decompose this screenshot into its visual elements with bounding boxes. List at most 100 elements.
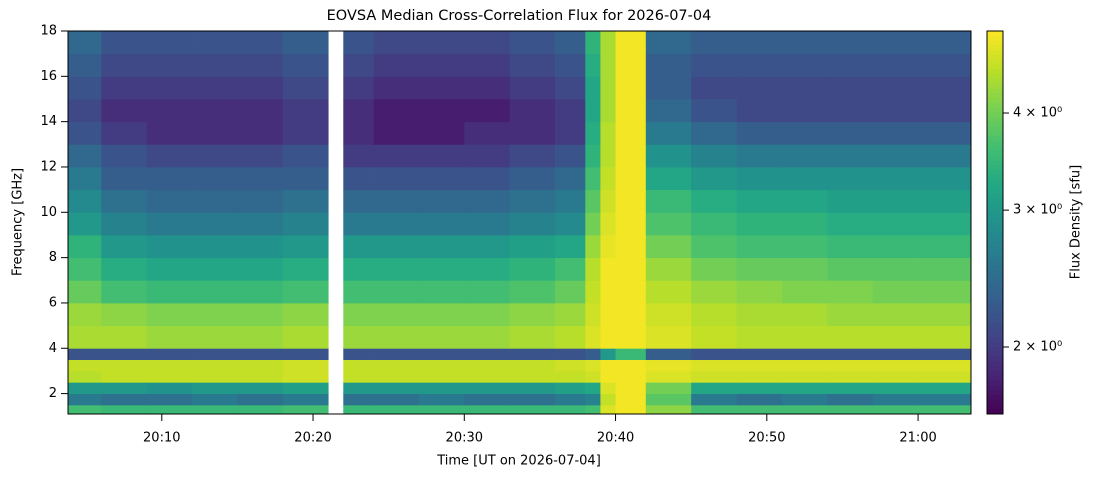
cell xyxy=(691,212,737,236)
cell xyxy=(418,325,465,349)
cell xyxy=(918,382,972,395)
cell xyxy=(691,404,737,415)
cell xyxy=(691,370,737,383)
colorbar-swatch xyxy=(987,188,1003,195)
colorbar-swatch xyxy=(987,212,1003,219)
cell xyxy=(736,121,783,145)
cell xyxy=(872,359,919,372)
cell xyxy=(146,98,193,123)
cell xyxy=(781,53,828,77)
cell xyxy=(918,121,972,145)
cell xyxy=(237,382,284,395)
cell xyxy=(343,98,374,123)
colorbar-swatch xyxy=(987,399,1003,405)
cell xyxy=(645,393,692,406)
cell xyxy=(101,31,148,55)
cell xyxy=(282,382,329,395)
cell xyxy=(146,280,193,304)
cell xyxy=(68,76,102,100)
cell xyxy=(343,257,374,281)
cell xyxy=(781,280,828,304)
cell xyxy=(418,121,465,145)
cell xyxy=(781,31,828,55)
cell xyxy=(343,348,374,361)
colorbar-swatch xyxy=(987,375,1003,381)
colorbar-swatch xyxy=(987,313,1003,319)
cell xyxy=(827,302,874,327)
cell xyxy=(464,302,511,327)
cell xyxy=(192,212,238,236)
cell xyxy=(101,166,148,191)
cell xyxy=(615,393,647,406)
cell xyxy=(192,382,238,395)
colorbar-swatch xyxy=(987,279,1003,286)
cell xyxy=(282,404,329,415)
cell xyxy=(343,31,374,55)
cell xyxy=(781,76,828,100)
colorbar-swatch xyxy=(987,35,1003,42)
cell xyxy=(736,144,783,168)
cell xyxy=(585,166,601,191)
cell xyxy=(282,234,329,259)
cell xyxy=(872,144,919,168)
cell xyxy=(146,234,193,259)
colorbar-tick-label: 4 × 10⁰ xyxy=(1013,106,1062,121)
cell xyxy=(600,121,616,145)
cell xyxy=(736,370,783,383)
cell xyxy=(418,370,465,383)
cell xyxy=(509,382,556,395)
cell xyxy=(509,257,556,281)
y-tick-label: 14 xyxy=(40,114,57,129)
cell xyxy=(585,53,601,77)
cell xyxy=(691,76,737,100)
cell xyxy=(691,280,737,304)
cell xyxy=(282,166,329,191)
cell xyxy=(691,382,737,395)
colorbar-swatch xyxy=(987,141,1003,147)
cell xyxy=(827,257,874,281)
cell xyxy=(237,166,284,191)
cell xyxy=(827,31,874,55)
colorbar-swatch xyxy=(987,370,1003,377)
cell xyxy=(237,212,284,236)
cell xyxy=(146,31,193,55)
cell xyxy=(237,302,284,327)
cell xyxy=(645,234,692,259)
cell xyxy=(827,53,874,77)
cell xyxy=(691,53,737,77)
colorbar-swatch xyxy=(987,93,1003,99)
cell xyxy=(509,325,556,349)
colorbar-swatch xyxy=(987,232,1003,238)
cell xyxy=(146,370,193,383)
y-tick-label: 8 xyxy=(49,250,57,265)
x-tick-label: 21:00 xyxy=(899,431,936,446)
cell xyxy=(585,189,601,213)
cell xyxy=(555,166,586,191)
cell xyxy=(585,348,601,361)
cell xyxy=(645,144,692,168)
cell xyxy=(645,257,692,281)
colorbar-swatch xyxy=(987,160,1003,166)
y-tick-label: 6 xyxy=(49,295,57,310)
colorbar-swatch xyxy=(987,98,1003,104)
colorbar-swatch xyxy=(987,54,1003,61)
cell xyxy=(373,189,420,213)
cell xyxy=(464,144,511,168)
cell xyxy=(192,76,238,100)
cell xyxy=(343,53,374,77)
cell xyxy=(373,166,420,191)
cell xyxy=(615,280,647,304)
cell xyxy=(418,76,465,100)
cell xyxy=(645,382,692,395)
cell xyxy=(736,393,783,406)
colorbar-swatch xyxy=(987,78,1003,85)
cell xyxy=(872,404,919,415)
cell xyxy=(691,234,737,259)
cell xyxy=(101,98,148,123)
cell xyxy=(555,144,586,168)
colorbar-swatch xyxy=(987,184,1003,190)
colorbar-swatch xyxy=(987,390,1003,396)
cell xyxy=(645,53,692,77)
cell xyxy=(237,325,284,349)
colorbar-swatch xyxy=(987,346,1003,353)
